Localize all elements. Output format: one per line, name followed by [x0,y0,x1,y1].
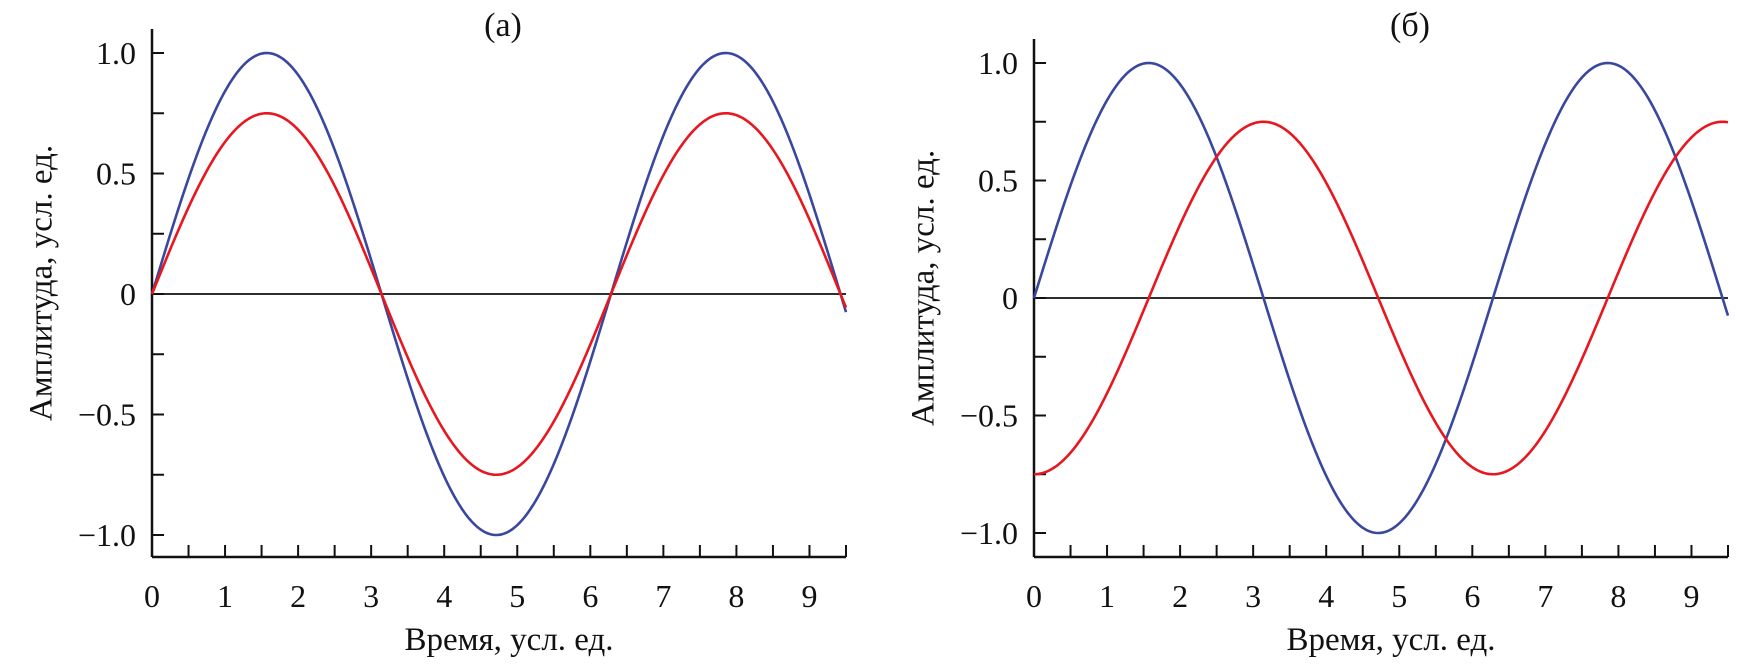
x-tick-label: 5 [509,578,525,614]
x-tick-label: 4 [436,578,452,614]
panel-a: (а) −1.0 −0.5 0 0.5 1.0 0 1 2 3 4 5 6 7 8 9 Время, усл. … [24,7,848,658]
x-tick-label: 8 [1610,578,1626,614]
y-tick-label: 0 [1002,280,1018,316]
x-tick-label: 5 [1391,578,1407,614]
x-tick-label: 9 [1683,578,1699,614]
y-tick-label: −0.5 [960,398,1018,434]
x-tick-label: 3 [363,578,379,614]
x-tick-label: 2 [1172,578,1188,614]
x-tick-label: 3 [1245,578,1261,614]
y-tick-label: −0.5 [78,397,136,433]
series-line-blue [1032,61,1730,535]
chart-title: (б) [1390,7,1430,44]
x-tick-label: 6 [582,578,598,614]
series-line-blue [150,51,848,537]
y-tick-label: 0 [120,276,136,312]
x-tick-label: 8 [728,578,744,614]
x-tick-label: 7 [655,578,671,614]
y-tick-label: 0.5 [978,163,1018,199]
x-tick-label: 1 [217,578,233,614]
y-tick-label: 0.5 [96,156,136,192]
chart-title: (а) [484,7,522,44]
x-axis-label: Время, усл. ед. [404,622,613,658]
x-tick-label: 1 [1099,578,1115,614]
x-tick-label: 9 [801,578,817,614]
y-tick-label: −1.0 [78,517,136,553]
panel-b: (б) −1.0 −0.5 0 0.5 1.0 0 1 2 3 4 5 6 7 8 9 Время, усл. … [906,7,1730,658]
x-tick-label: 2 [290,578,306,614]
y-axis-label: Амплитуда, усл. ед. [24,145,60,421]
x-tick-label: 0 [144,578,160,614]
series-line-red [1033,120,1729,476]
x-axis-label: Время, усл. ед. [1286,622,1495,658]
x-tick-label: 6 [1464,578,1480,614]
series-line-red [150,111,848,477]
x-tick-label: 4 [1318,578,1334,614]
y-tick-label: 1.0 [978,45,1018,81]
y-axis-label: Амплитуда, усл. ед. [906,150,942,426]
y-tick-label: −1.0 [960,515,1018,551]
x-tick-label: 7 [1537,578,1553,614]
x-tick-label: 0 [1026,578,1042,614]
y-tick-label: 1.0 [96,35,136,71]
